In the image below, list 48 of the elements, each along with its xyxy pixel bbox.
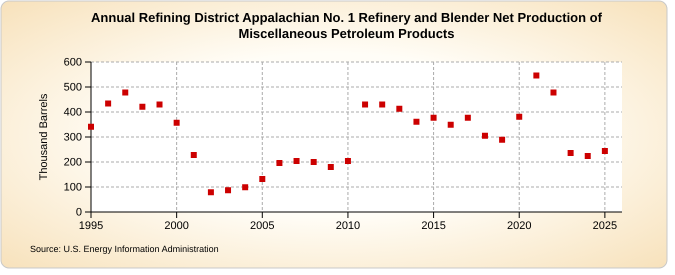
point bbox=[550, 90, 556, 96]
point bbox=[379, 102, 386, 108]
x-tick-label: 2025 bbox=[592, 220, 618, 232]
source-note: Source: U.S. Energy Information Administration bbox=[30, 244, 219, 254]
point bbox=[190, 152, 197, 158]
point bbox=[396, 106, 402, 112]
x-tick-label: 2020 bbox=[506, 220, 532, 232]
point bbox=[122, 90, 128, 96]
point bbox=[105, 100, 112, 106]
x-tick-label: 1995 bbox=[78, 220, 104, 232]
point bbox=[584, 153, 591, 159]
y-tick-label: 100 bbox=[64, 182, 82, 194]
point bbox=[344, 158, 351, 164]
point bbox=[174, 120, 180, 126]
x-tick-label: 2005 bbox=[250, 220, 275, 232]
point bbox=[242, 184, 248, 190]
point bbox=[464, 114, 471, 121]
y-tick-label: 400 bbox=[64, 106, 82, 119]
x-tick-label: 2000 bbox=[164, 220, 189, 232]
point bbox=[225, 187, 232, 194]
point bbox=[568, 150, 574, 156]
point bbox=[448, 122, 454, 128]
point bbox=[362, 102, 368, 108]
point bbox=[310, 159, 317, 165]
x-tick-label: 2010 bbox=[336, 220, 360, 232]
y-tick-label: 300 bbox=[64, 132, 82, 144]
y-axis-title: Thousand Barrels bbox=[38, 93, 50, 180]
point bbox=[139, 104, 146, 110]
y-tick-label: 200 bbox=[64, 156, 82, 169]
point bbox=[413, 118, 420, 125]
y-tick-label: 600 bbox=[64, 56, 82, 69]
point bbox=[259, 176, 266, 182]
point bbox=[328, 164, 334, 170]
point bbox=[482, 132, 488, 139]
point bbox=[88, 124, 94, 130]
y-tick-label: 0 bbox=[76, 206, 82, 219]
point bbox=[276, 160, 282, 166]
point bbox=[294, 158, 300, 164]
y-tick-label: 500 bbox=[64, 82, 82, 94]
point bbox=[156, 102, 163, 108]
point bbox=[602, 148, 608, 154]
point bbox=[430, 114, 437, 121]
point bbox=[516, 114, 522, 120]
point bbox=[533, 72, 540, 78]
point bbox=[499, 136, 506, 143]
chart-title: Annual Refining District Appalachian No. 1 Refinery and Blender Net Production of Miscellaneous Petroleum Products bbox=[91, 10, 603, 41]
point bbox=[208, 189, 214, 196]
x-tick-label: 2015 bbox=[421, 220, 446, 232]
